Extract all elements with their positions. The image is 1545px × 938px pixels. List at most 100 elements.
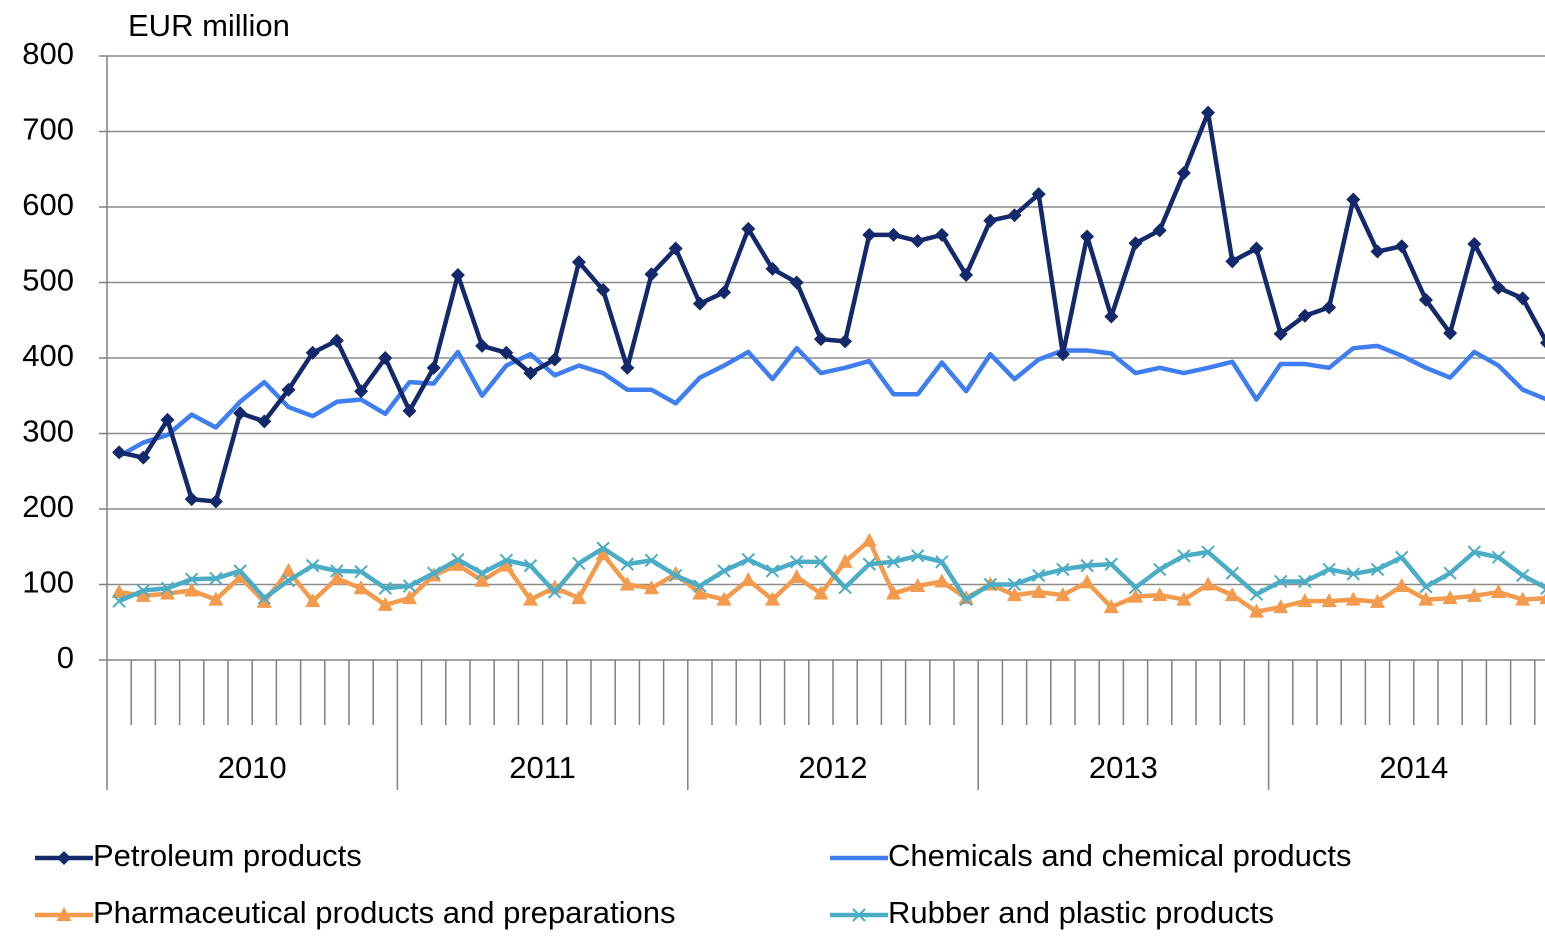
marker (1515, 568, 1530, 583)
x-group-label: 2012 (799, 750, 868, 785)
marker (1176, 166, 1191, 181)
marker (1539, 337, 1545, 348)
marker (596, 283, 611, 298)
marker (1080, 558, 1094, 573)
marker (136, 450, 151, 465)
marker (619, 576, 635, 591)
marker (862, 557, 877, 571)
marker (910, 578, 926, 593)
marker (572, 556, 586, 571)
marker (233, 406, 248, 421)
marker (1200, 576, 1216, 591)
marker (934, 573, 950, 588)
marker (1370, 244, 1385, 259)
marker (56, 907, 72, 921)
marker (1273, 599, 1289, 614)
marker (184, 572, 199, 586)
x-group-label: 2013 (1089, 750, 1158, 785)
marker (1056, 562, 1070, 577)
marker (644, 580, 659, 595)
marker (1249, 603, 1264, 618)
marker (1176, 591, 1192, 606)
x-group-label: 2010 (218, 750, 287, 785)
marker (838, 334, 853, 349)
marker (852, 908, 866, 922)
y-tick-label: 100 (22, 565, 74, 600)
legend-label: Petroleum products (93, 838, 362, 873)
marker (1201, 545, 1215, 559)
marker (1152, 562, 1167, 577)
marker (256, 593, 272, 608)
marker (1104, 557, 1119, 571)
marker (523, 366, 538, 381)
marker (1224, 587, 1240, 602)
marker (499, 345, 514, 360)
marker (1080, 229, 1095, 244)
legend-label: Rubber and plastic products (888, 895, 1274, 930)
marker (1152, 223, 1167, 238)
marker (1394, 578, 1410, 593)
marker (257, 414, 272, 429)
marker (378, 581, 393, 595)
marker (1394, 239, 1409, 254)
series-line (117, 343, 1545, 459)
marker (1104, 309, 1119, 324)
marker (1346, 192, 1361, 207)
marker (474, 572, 490, 587)
marker (305, 558, 320, 573)
marker (160, 412, 175, 427)
marker (281, 574, 296, 588)
marker (765, 564, 780, 578)
marker (354, 564, 368, 579)
y-tick-label: 0 (57, 640, 74, 675)
marker (305, 345, 320, 360)
legend-label: Chemicals and chemical products (888, 838, 1352, 873)
marker (1031, 568, 1046, 583)
marker (595, 546, 611, 561)
marker (402, 579, 417, 593)
marker (184, 492, 199, 507)
marker (451, 552, 465, 567)
marker (1103, 599, 1119, 614)
marker (112, 445, 127, 460)
marker (233, 564, 247, 578)
legend: Petroleum products Chemicals and chemical… (35, 838, 1352, 930)
marker (450, 556, 466, 571)
marker (813, 332, 828, 347)
x-group-label: 2014 (1379, 750, 1448, 785)
marker (184, 582, 200, 597)
marker (693, 579, 707, 593)
marker (886, 585, 901, 600)
marker (862, 227, 877, 242)
marker (983, 577, 998, 592)
marker (1249, 241, 1264, 256)
plot-area (111, 105, 1545, 618)
marker (1322, 300, 1337, 315)
marker (1394, 550, 1409, 565)
marker (499, 553, 514, 568)
marker (1031, 187, 1046, 202)
marker (209, 571, 223, 586)
marker (668, 568, 683, 583)
marker (1128, 588, 1143, 603)
marker (1419, 580, 1433, 594)
marker (377, 596, 393, 611)
y-tick-label: 800 (22, 36, 74, 71)
y-tick-label: 200 (22, 489, 74, 524)
marker (330, 564, 344, 578)
marker (1128, 580, 1143, 595)
marker (596, 541, 610, 555)
marker (1418, 292, 1433, 307)
marker (789, 555, 804, 569)
marker (1491, 280, 1506, 295)
marker (1177, 549, 1191, 563)
y-tick-label: 500 (22, 263, 74, 298)
marker (837, 553, 853, 568)
marker (765, 261, 780, 276)
marker (136, 583, 151, 598)
marker (814, 555, 828, 569)
marker (1007, 587, 1022, 602)
marker (741, 552, 756, 567)
marker (1491, 584, 1506, 599)
